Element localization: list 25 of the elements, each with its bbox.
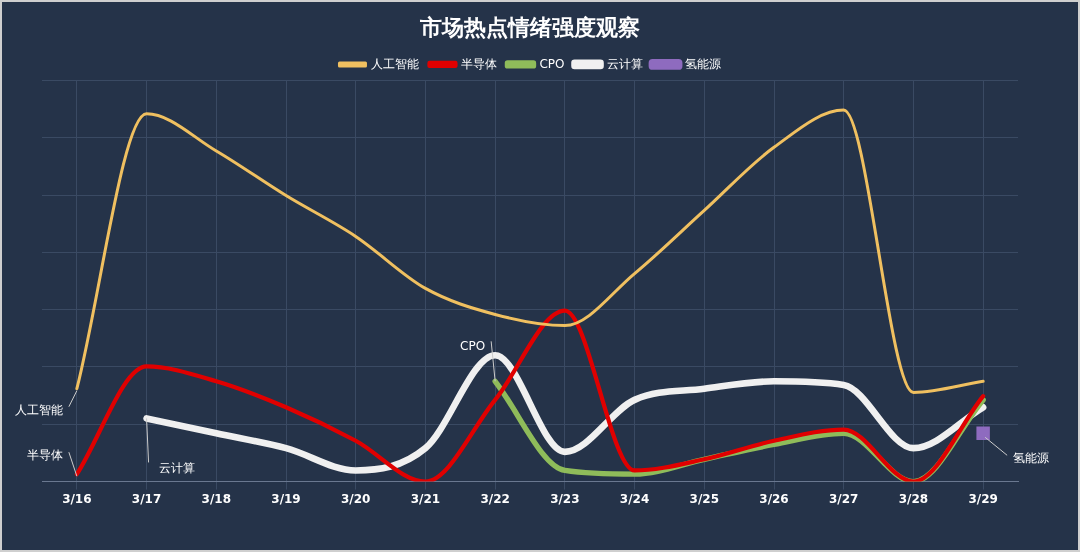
legend-label: 云计算 (606, 56, 643, 71)
text: 人工智能 (14, 402, 63, 417)
legend-label: 人工智能 (371, 56, 420, 71)
text: CPO (460, 339, 486, 354)
x-tick-label: 3/22 (480, 491, 510, 506)
x-tick-label: 3/20 (341, 491, 371, 506)
x-tick-label: 3/27 (829, 491, 859, 506)
x-tick-label: 3/18 (201, 491, 231, 506)
x-tick-label: 3/28 (898, 491, 929, 506)
x-tick-label: 3/26 (759, 491, 789, 506)
x-tick-label: 3/25 (689, 491, 719, 506)
x-tick-label: 3/19 (271, 491, 301, 506)
legend-label: 半导体 (461, 56, 498, 71)
chart-title: 市场热点情绪强度观察 (419, 14, 640, 40)
text: 半导体 (26, 448, 63, 463)
x-tick-label: 3/24 (619, 491, 650, 506)
legend-label: CPO (539, 56, 565, 71)
text: 云计算 (158, 460, 195, 475)
x-tick-label: 3/21 (410, 491, 441, 506)
x-tick-label: 3/16 (62, 491, 92, 506)
x-tick-label: 3/23 (550, 491, 580, 506)
x-tick-label: 3/17 (131, 491, 162, 506)
x-tick-label: 3/29 (968, 491, 998, 506)
text: 氢能源 (1013, 451, 1050, 466)
legend-label: 氢能源 (684, 56, 721, 71)
